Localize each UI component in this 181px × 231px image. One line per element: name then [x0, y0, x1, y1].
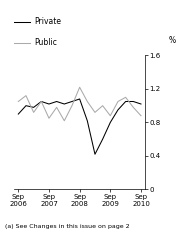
- Public: [94, 111, 96, 114]
- Private: [56, 100, 58, 103]
- Public: [71, 104, 73, 107]
- Public: [33, 111, 35, 114]
- Text: Private: Private: [34, 18, 61, 26]
- Line: Private: Private: [18, 99, 141, 154]
- Private: [117, 109, 119, 111]
- Text: (a) See Changes in this issue on page 2: (a) See Changes in this issue on page 2: [5, 224, 130, 229]
- Public: [79, 86, 81, 89]
- Public: [117, 100, 119, 103]
- Private: [94, 153, 96, 156]
- Private: [86, 119, 88, 122]
- Text: Public: Public: [34, 38, 57, 47]
- Public: [25, 94, 27, 97]
- Line: Public: Public: [18, 87, 141, 121]
- Text: %: %: [168, 36, 175, 45]
- Public: [48, 117, 50, 120]
- Public: [140, 114, 142, 117]
- Private: [140, 103, 142, 105]
- Private: [33, 106, 35, 109]
- Private: [48, 103, 50, 105]
- Private: [109, 121, 111, 124]
- Public: [56, 106, 58, 109]
- Public: [102, 104, 104, 107]
- Public: [86, 100, 88, 103]
- Private: [102, 138, 104, 140]
- Private: [63, 103, 65, 105]
- Public: [40, 100, 42, 103]
- Private: [25, 104, 27, 107]
- Private: [132, 100, 134, 103]
- Private: [125, 100, 127, 103]
- Private: [40, 100, 42, 103]
- Private: [79, 97, 81, 100]
- Private: [17, 113, 19, 116]
- Public: [132, 106, 134, 109]
- Public: [17, 100, 19, 103]
- Public: [63, 119, 65, 122]
- Public: [125, 96, 127, 99]
- Private: [71, 100, 73, 103]
- Public: [109, 114, 111, 117]
